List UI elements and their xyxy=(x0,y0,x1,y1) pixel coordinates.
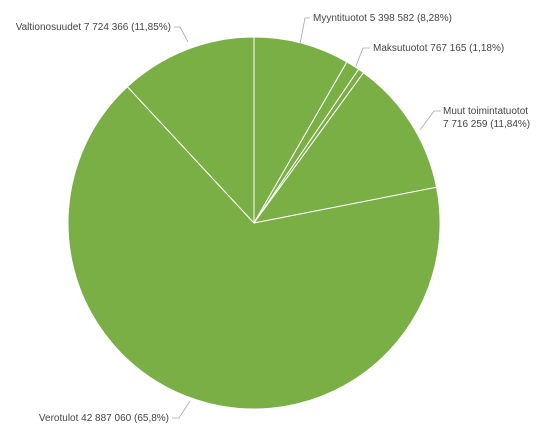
pie-slice-muut-toimintatuotot-3 xyxy=(252,71,438,224)
label-muut-toimintatuotot-value: 7 716 259 (11,84%) xyxy=(443,119,530,130)
leader-line-valtionosuudet xyxy=(174,26,189,43)
leader-lines xyxy=(172,17,441,419)
slice-labels: Myyntituotot 5 398 582 (8,28%) Maksutuot… xyxy=(16,13,530,424)
leader-line-myyntituotot xyxy=(299,17,310,45)
pie-slice-verotulot-4 xyxy=(67,86,441,410)
pie-slice-myyntituotot-0 xyxy=(253,36,348,225)
leader-line-muut-toimintatuotot xyxy=(419,110,441,131)
label-myyntituotot: Myyntituotot 5 398 582 (8,28%) xyxy=(313,13,452,24)
label-verotulot: Verotulot 42 887 060 (65,8%) xyxy=(39,413,169,424)
label-valtionosuudet: Valtionosuudet 7 724 366 (11,85%) xyxy=(16,22,171,33)
label-muut-toimintatuotot-name: Muut toimintatuotot xyxy=(443,106,528,117)
pie-slices xyxy=(67,36,441,410)
leader-line-verotulot xyxy=(172,400,191,419)
label-maksutuotot: Maksutuotot 767 165 (1,18%) xyxy=(373,43,504,54)
leader-line-maksutuotot xyxy=(355,47,370,67)
pie-slice-valtionosuudet-5 xyxy=(126,36,255,225)
